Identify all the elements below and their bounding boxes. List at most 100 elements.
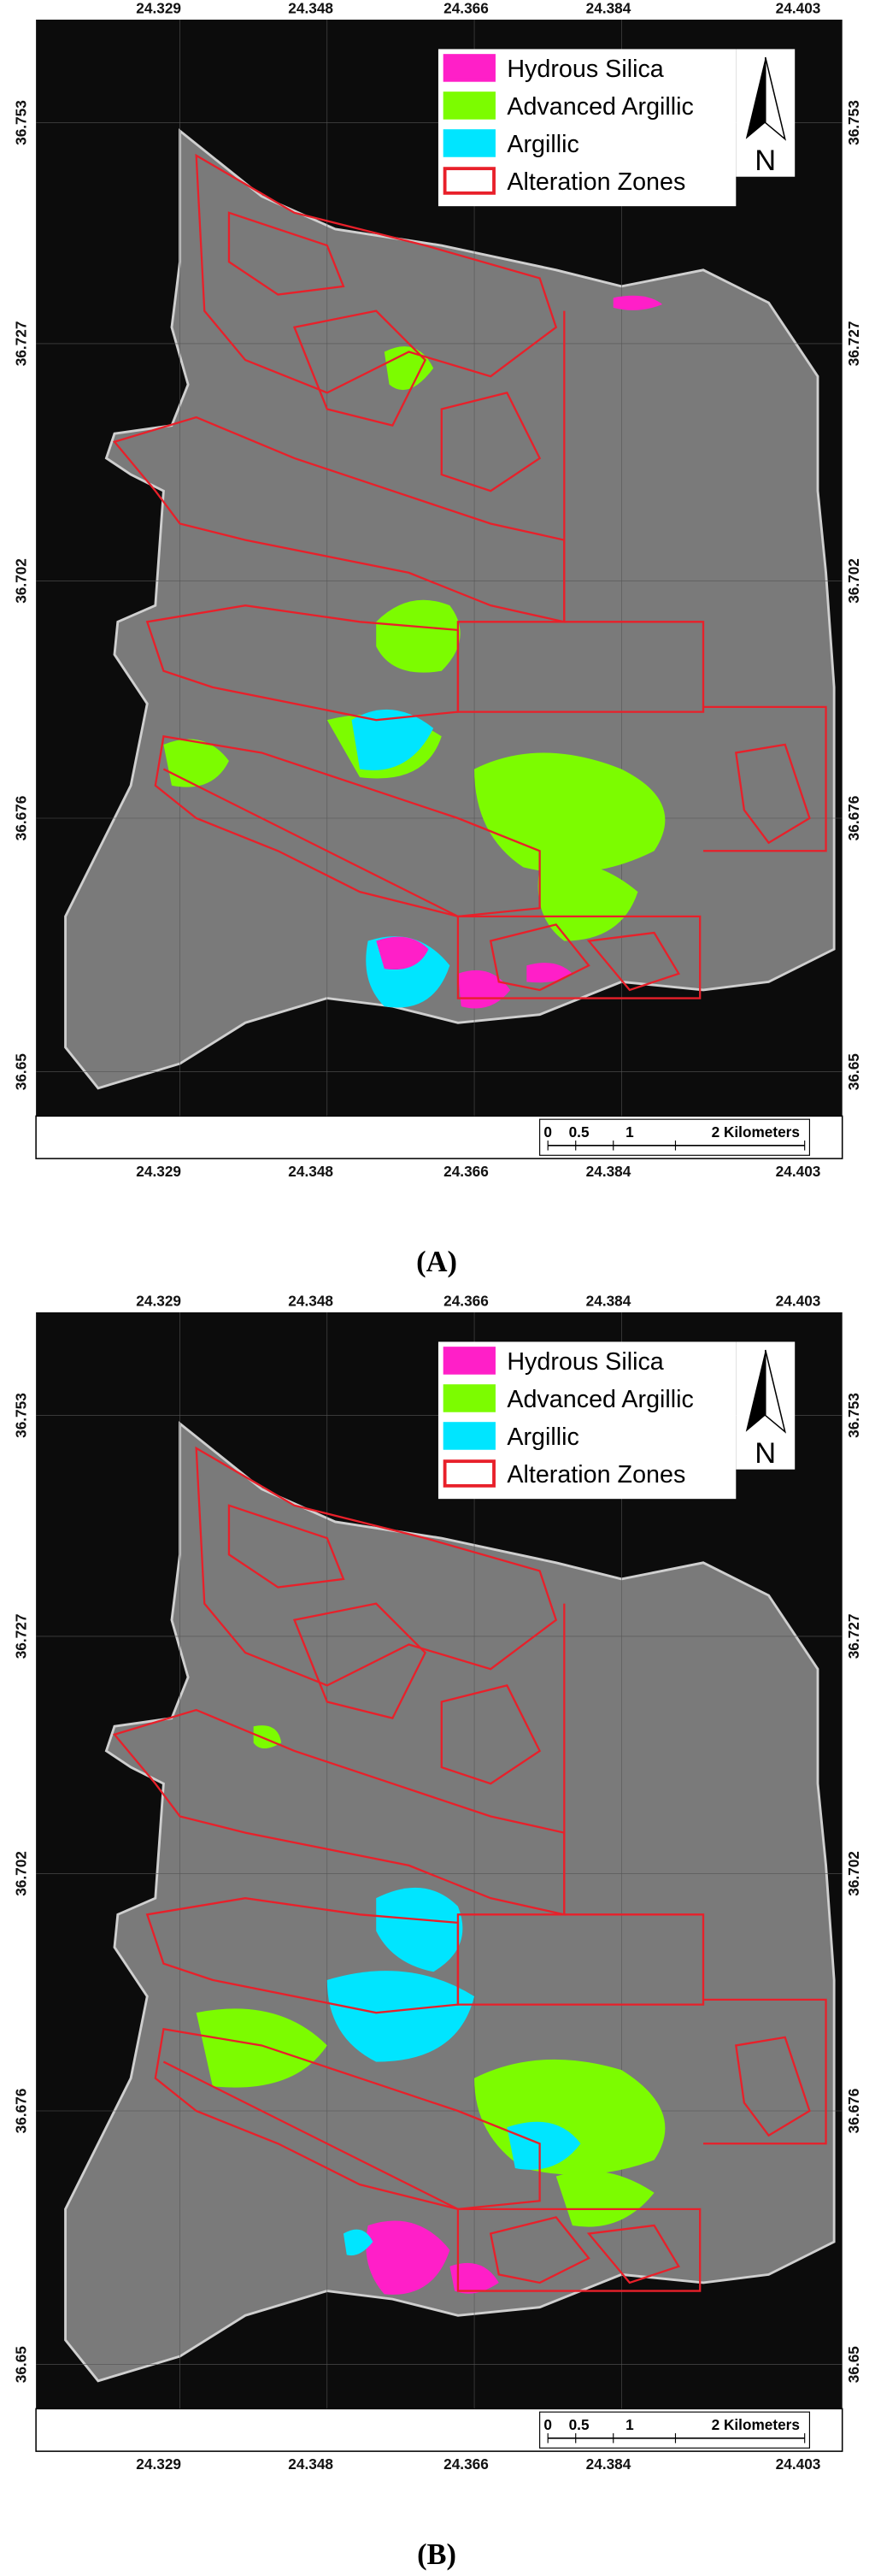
alteration-patch — [376, 936, 429, 970]
alteration-patch — [326, 1971, 475, 2062]
y-tick-label: 36.676 — [13, 796, 30, 841]
alteration-patch — [351, 709, 434, 770]
y-tick-label: 36.65 — [845, 1053, 862, 1091]
alteration-zone — [162, 768, 459, 917]
scale-label: 0 — [543, 1123, 552, 1141]
alteration-zone — [227, 211, 345, 296]
x-tick-label: 24.384 — [586, 2455, 631, 2473]
y-tick-label: 36.753 — [13, 100, 30, 145]
alteration-zone — [227, 1504, 345, 1589]
alteration-patch — [474, 752, 666, 873]
x-tick-label: 24.366 — [443, 1163, 489, 1180]
legend-label: Hydrous Silica — [507, 1348, 663, 1376]
y-tick-label: 36.702 — [845, 558, 862, 604]
alteration-patch — [196, 2008, 327, 2088]
y-tick-label: 36.702 — [13, 1851, 30, 1896]
alteration-patch — [507, 2121, 581, 2170]
alteration-zone — [145, 1897, 460, 2014]
x-tick-label: 24.403 — [776, 1292, 821, 1309]
legend-label: Alteration Zones — [507, 168, 685, 196]
y-tick-label: 36.727 — [13, 1614, 30, 1659]
y-tick-label: 36.753 — [845, 1393, 862, 1438]
scale-label: 0.5 — [569, 2416, 590, 2433]
alteration-zone — [195, 153, 558, 394]
y-tick-label: 36.702 — [13, 558, 30, 604]
alteration-zone — [703, 705, 827, 852]
y-tick-label: 36.65 — [13, 1053, 30, 1091]
north-arrow — [764, 56, 787, 141]
x-tick-label: 24.329 — [136, 2455, 181, 2473]
alteration-zone — [586, 931, 681, 992]
legend-label: Hydrous Silica — [507, 56, 663, 83]
x-tick-label: 24.348 — [288, 0, 333, 16]
x-tick-label: 24.384 — [586, 0, 631, 16]
legend-label: Argillic — [507, 1424, 579, 1451]
y-tick-label: 36.65 — [13, 2346, 30, 2384]
north-label: N — [755, 1437, 776, 1470]
north-arrow — [764, 1349, 787, 1434]
alteration-zone — [586, 2224, 681, 2284]
alteration-zone — [112, 416, 566, 623]
y-tick-label: 36.676 — [13, 2089, 30, 2134]
alteration-zone — [195, 1446, 558, 1687]
alteration-patch — [555, 2171, 655, 2227]
panel: Hydrous Silica Advanced Argillic Argillic A… — [13, 0, 862, 1278]
scale-label: 2 Kilometers — [712, 1123, 800, 1141]
panel-label: (A) — [416, 1246, 457, 1278]
x-tick-label: 24.329 — [136, 0, 181, 16]
alteration-zone — [456, 621, 705, 713]
alteration-patch — [526, 963, 573, 983]
y-tick-label: 36.753 — [13, 1393, 30, 1438]
legend-swatch — [443, 1347, 496, 1375]
alteration-zone — [145, 604, 460, 722]
scale-box — [539, 2411, 811, 2449]
legend-swatch — [443, 1422, 496, 1450]
x-tick-label: 24.329 — [136, 1163, 181, 1180]
scale-label: 1 — [625, 1123, 634, 1141]
alteration-patch — [163, 739, 229, 787]
alteration-patch — [376, 1887, 463, 1972]
legend-swatch — [443, 1384, 496, 1412]
x-tick-label: 24.403 — [776, 2455, 821, 2473]
panel-label: (B) — [417, 2538, 456, 2571]
x-tick-label: 24.384 — [586, 1163, 631, 1180]
panel: Hydrous Silica Advanced Argillic Argillic A… — [13, 1292, 862, 2571]
alteration-zone — [154, 734, 541, 918]
x-tick-label: 24.348 — [288, 1292, 333, 1309]
alteration-zone — [735, 743, 811, 845]
legend-label: Advanced Argillic — [507, 93, 694, 121]
legend-swatch — [443, 129, 496, 157]
alteration-patch — [449, 2262, 499, 2294]
x-tick-label: 24.348 — [288, 1163, 333, 1180]
north-arrow — [745, 1349, 766, 1432]
x-tick-label: 24.366 — [443, 1292, 489, 1309]
y-tick-label: 36.753 — [845, 100, 862, 145]
alteration-zone — [292, 1602, 427, 1719]
alteration-zone — [489, 2216, 590, 2284]
x-tick-label: 24.403 — [776, 1163, 821, 1180]
alteration-zone — [154, 2027, 541, 2211]
alteration-zone — [703, 1998, 827, 2145]
x-tick-label: 24.384 — [586, 1292, 631, 1309]
scale-label: 1 — [625, 2416, 634, 2433]
north-label: N — [755, 144, 776, 177]
alteration-zone — [735, 2036, 811, 2137]
scale-box — [539, 1118, 811, 1156]
alteration-zone — [456, 2208, 702, 2292]
alteration-zone — [440, 1684, 542, 1785]
x-tick-label: 24.403 — [776, 0, 821, 16]
legend-swatch — [443, 1459, 496, 1488]
x-tick-label: 24.329 — [136, 1292, 181, 1309]
legend-label: Argillic — [507, 131, 579, 158]
y-tick-label: 36.727 — [845, 1614, 862, 1659]
alteration-patch — [343, 2229, 373, 2256]
y-tick-label: 36.676 — [845, 796, 862, 841]
y-tick-label: 36.727 — [13, 321, 30, 367]
legend-label: Advanced Argillic — [507, 1386, 694, 1413]
scale-label: 2 Kilometers — [712, 2416, 800, 2433]
alteration-zone — [456, 915, 702, 999]
scale-label: 0 — [543, 2416, 552, 2433]
x-tick-label: 24.366 — [443, 0, 489, 16]
y-tick-label: 36.65 — [845, 2346, 862, 2384]
